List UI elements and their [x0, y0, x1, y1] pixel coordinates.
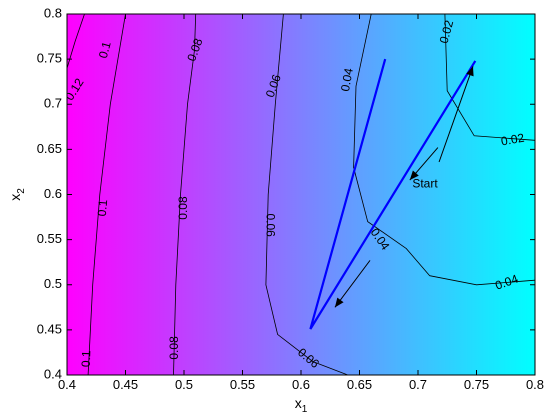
- x-tick-label: 0.5: [175, 377, 193, 392]
- y-tick-label: 0.7: [44, 96, 62, 111]
- contour-label: 0.04: [338, 67, 356, 93]
- contour-label: 0.1: [95, 199, 110, 217]
- x-tick-label: 0.45: [113, 377, 138, 392]
- x-tick-label: 0.65: [347, 377, 372, 392]
- x-tick-label: 0.6: [292, 377, 310, 392]
- start-annotation: Start: [412, 177, 438, 191]
- contour-line-0.1: [87, 14, 126, 375]
- direction-arrows: Start: [334, 66, 474, 308]
- direction-arrow-1-head: [409, 170, 419, 181]
- x-axis-label-subscript: 1: [302, 404, 308, 415]
- optimization-path: [309, 58, 477, 330]
- y-tick-label: 0.55: [37, 231, 62, 246]
- contour-label: 0.08: [167, 336, 181, 360]
- y-axis-ticks: 0.4 0.45 0.5 0.55 0.6 0.65 0.7 0.75 0.8: [37, 5, 535, 381]
- y-tick-label: 0.75: [37, 51, 62, 66]
- x-tick-label: 0.8: [526, 377, 544, 392]
- x-axis-label-text: x: [295, 395, 302, 411]
- x-tick-label: 0.75: [464, 377, 489, 392]
- contour-label: 0.1: [96, 40, 114, 60]
- contour-label: 0.02: [500, 131, 526, 149]
- path-line: [309, 58, 477, 330]
- contour-fill: [67, 14, 535, 375]
- contour-label: 0.06: [263, 214, 277, 238]
- y-tick-label: 0.4: [44, 366, 62, 381]
- x-tick-label: 0.55: [230, 377, 255, 392]
- direction-arrow-2-shaft: [334, 260, 371, 308]
- y-axis-label: x2: [7, 188, 27, 201]
- y-tick-label: 0.5: [44, 276, 62, 291]
- contour-label: 0.08: [176, 196, 190, 220]
- direction-arrow-2-head: [334, 297, 344, 308]
- y-tick-label: 0.6: [44, 186, 62, 201]
- y-axis-label-subscript: 2: [16, 188, 27, 194]
- contour-label: 0.02: [437, 18, 457, 44]
- x-axis-ticks: 0.4 0.45 0.5 0.55 0.6 0.65 0.7 0.75 0.8: [58, 14, 544, 392]
- contour-line-0.08: [173, 14, 197, 375]
- x-axis-label: x1: [295, 395, 308, 415]
- y-axis-label-text: x: [7, 194, 23, 201]
- x-tick-label: 0.4: [58, 377, 76, 392]
- y-tick-label: 0.8: [44, 5, 62, 20]
- contour-line-0.04: [353, 14, 535, 286]
- start-arrow-shaft: [438, 66, 474, 163]
- start-arrow-head: [466, 66, 474, 77]
- y-tick-label: 0.65: [37, 141, 62, 156]
- contour-line-0.06: [265, 14, 348, 375]
- x-tick-label: 0.7: [409, 377, 427, 392]
- y-tick-label: 0.45: [37, 321, 62, 336]
- contour-label: 0.1: [79, 350, 94, 367]
- contour-line-0.02: [444, 14, 535, 141]
